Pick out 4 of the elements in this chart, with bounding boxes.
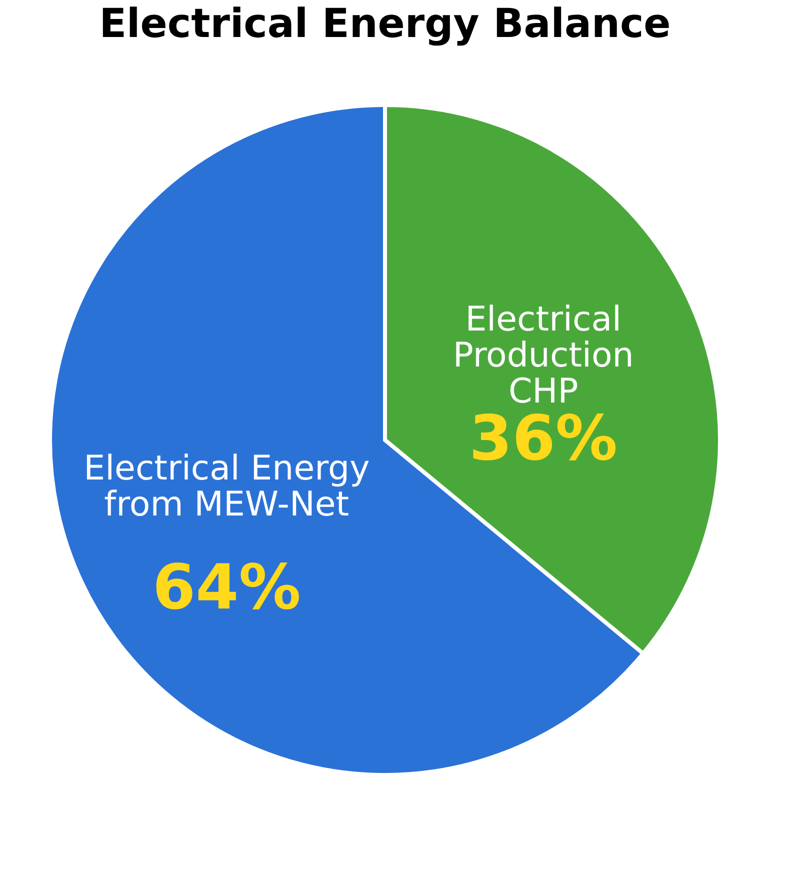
data-label: 64%: [152, 550, 301, 624]
chart-title: Electrical Energy Balance: [99, 1, 671, 47]
slice-label: Electrical Production CHP: [452, 299, 634, 412]
slice-label: Electrical Energy from MEW-Net: [84, 448, 370, 525]
